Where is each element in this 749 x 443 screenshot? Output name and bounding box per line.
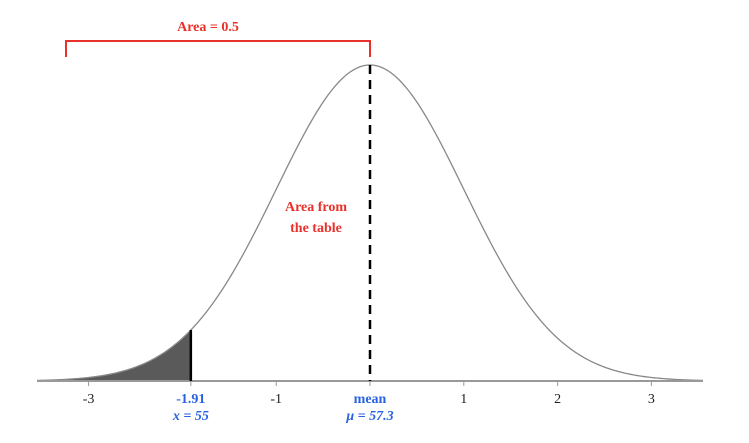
tick-note: x = 55 [172, 409, 209, 424]
area-bracket [65, 40, 371, 57]
shaded-area [37, 330, 191, 381]
table-label: the table [290, 221, 342, 236]
x-tick-label: 2 [554, 392, 561, 407]
x-tick-label: -1 [270, 392, 282, 407]
x-tick-label: mean [354, 392, 387, 407]
table-label: Area from [285, 200, 347, 215]
x-tick-label: 3 [648, 392, 655, 407]
x-tick-label: -1.91 [176, 392, 205, 407]
bracket-label: Area = 0.5 [177, 20, 239, 35]
tick-note: μ = 57.3 [345, 409, 393, 424]
x-tick-label: 1 [460, 392, 467, 407]
x-tick-label: -3 [83, 392, 95, 407]
